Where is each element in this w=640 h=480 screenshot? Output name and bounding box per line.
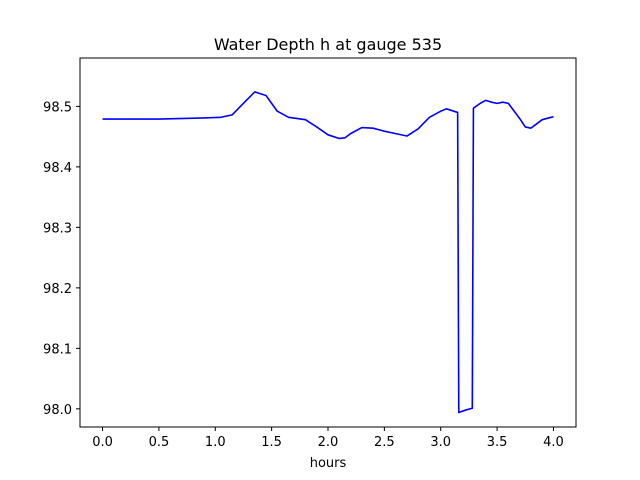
y-tick-label: 98.1: [43, 342, 72, 357]
x-tick-label: 0.5: [149, 435, 170, 450]
plot-area: [102, 91, 554, 414]
x-tick-label: 2.5: [374, 435, 395, 450]
y-tick-label: 98.5: [43, 100, 72, 115]
chart-title: Water Depth h at gauge 535: [214, 35, 442, 54]
y-tick-label: 98.3: [43, 221, 72, 236]
x-tick-label: 0.0: [92, 435, 113, 450]
y-tick-label: 98.4: [43, 161, 72, 176]
x-tick-label: 1.0: [205, 435, 226, 450]
x-axis-label: hours: [310, 456, 347, 471]
y-axis-ticks: 98.0 98.1 98.2 98.3 98.4 98.5: [43, 100, 80, 418]
x-tick-label: 4.0: [543, 435, 564, 450]
x-tick-label: 3.5: [487, 435, 508, 450]
x-tick-label: 3.0: [430, 435, 451, 450]
series-line: [102, 91, 554, 414]
x-tick-label: 1.5: [261, 435, 282, 450]
y-tick-label: 98.2: [43, 282, 72, 297]
y-tick-label: 98.0: [43, 403, 72, 418]
x-axis-ticks: 0.0 0.5 1.0 1.5 2.0 2.5 3.0 3.5 4.0: [92, 427, 564, 450]
x-tick-label: 2.0: [318, 435, 339, 450]
